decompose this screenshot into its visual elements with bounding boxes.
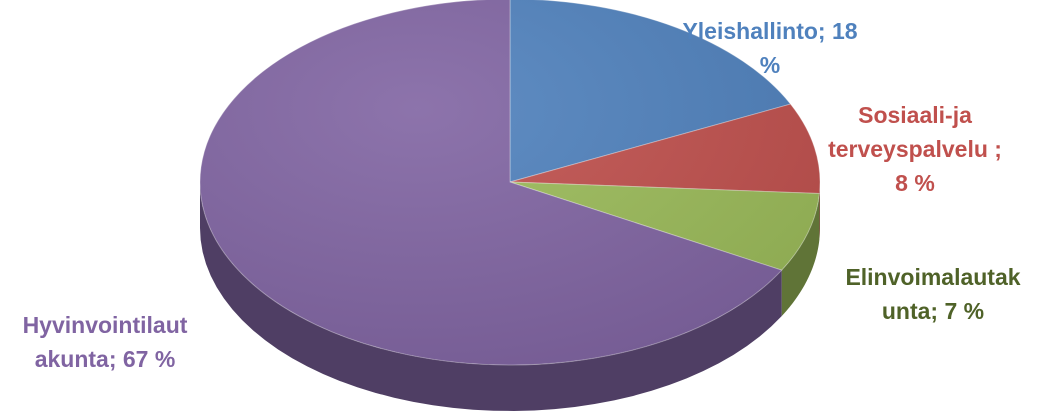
data-label-line: 8 %	[895, 170, 935, 196]
data-label-line: unta; 7 %	[881, 298, 985, 324]
data-label-yleishallinto: Yleishallinto; 18 %	[640, 14, 900, 82]
data-label-line: Yleishallinto; 18	[682, 18, 858, 44]
pie-shine-overlay	[200, 0, 820, 365]
pie-side-hyvinvointilautakunta	[200, 182, 782, 411]
data-label-line: akunta; 67 %	[34, 346, 176, 372]
data-label-hyvinvointilautakunta: Hyvinvointilaut akunta; 67 %	[0, 308, 210, 376]
data-label-line: Hyvinvointilaut	[22, 312, 188, 338]
pie-side-elinvoimalautakunta	[781, 193, 820, 317]
data-label-elinvoimalautakunta: Elinvoimalautak unta; 7 %	[828, 260, 1038, 328]
data-label-sosiaali-ja-terveyspalvelu: Sosiaali-ja terveyspalvelu ; 8 %	[800, 98, 1030, 200]
pie-side-sosiaali-ja-terveyspalvelu	[819, 182, 820, 240]
data-label-line: Elinvoimalautak	[845, 264, 1021, 290]
pie-side-walls	[200, 182, 820, 411]
data-label-line: %	[759, 52, 781, 78]
data-label-line: Sosiaali-ja	[858, 102, 972, 128]
pie-top-faces	[199, 0, 821, 366]
data-label-line: terveyspalvelu ;	[828, 136, 1002, 162]
